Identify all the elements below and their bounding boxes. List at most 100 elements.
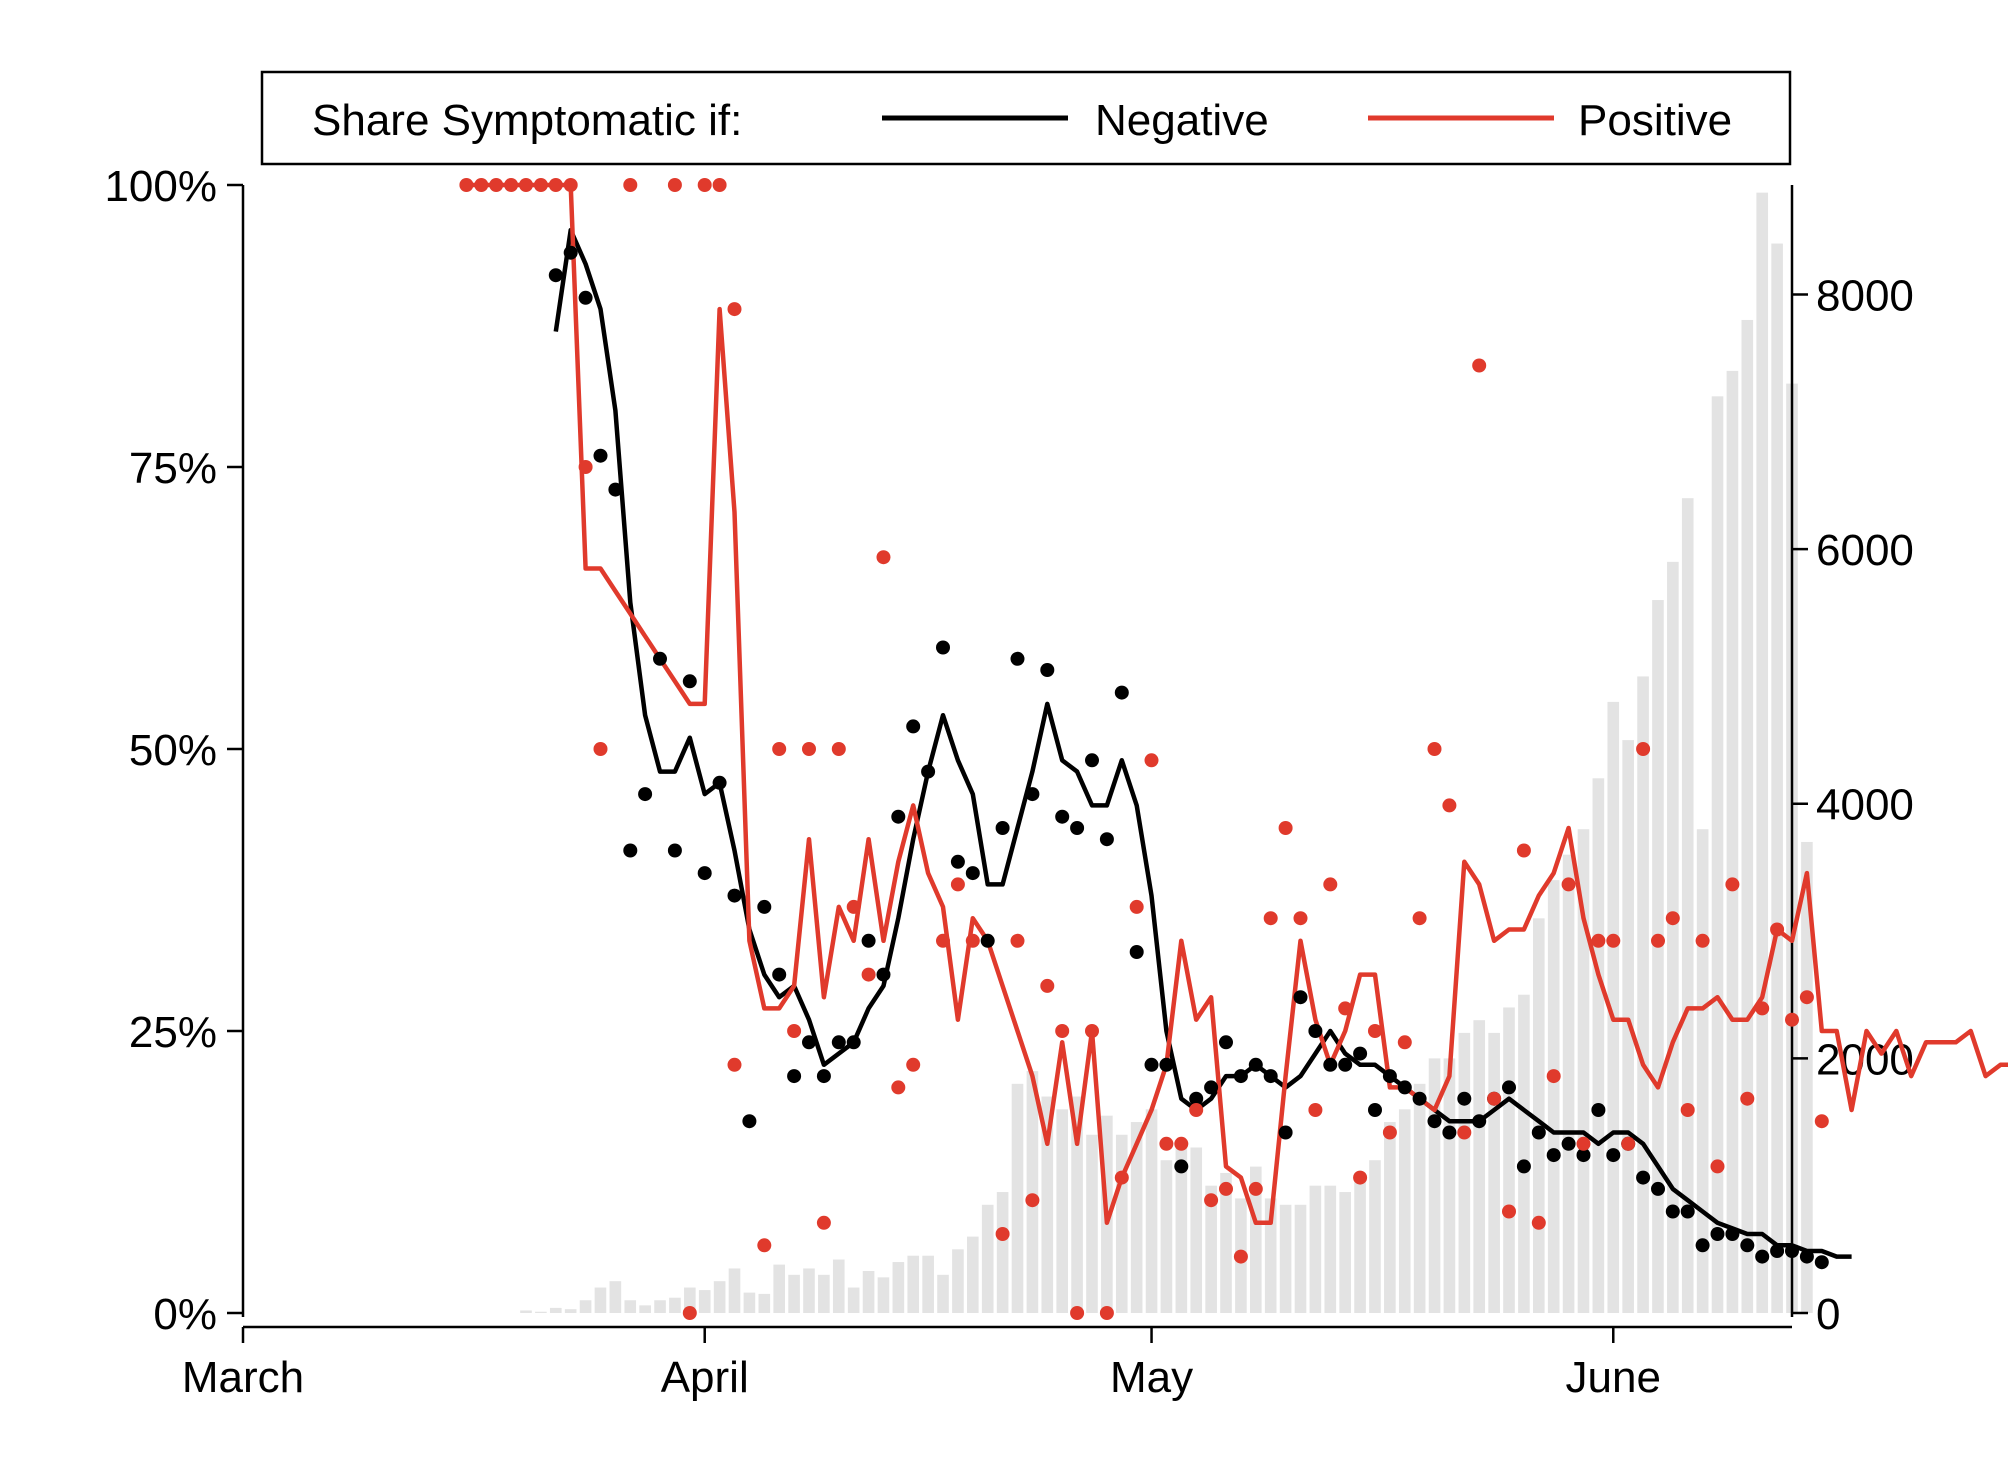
point-negative <box>1353 1046 1368 1061</box>
volume-bar <box>669 1297 681 1313</box>
point-negative <box>846 1035 861 1050</box>
volume-bars <box>520 192 1813 1314</box>
point-positive <box>1085 1024 1099 1038</box>
point-positive <box>772 742 787 756</box>
volume-bar <box>1428 1058 1441 1313</box>
volume-bar <box>1681 498 1694 1313</box>
volume-bar <box>520 1310 532 1313</box>
point-negative <box>995 821 1010 835</box>
y-left-tick-label: 75% <box>129 444 217 493</box>
volume-bar <box>1398 1109 1411 1313</box>
point-positive <box>1680 1103 1695 1117</box>
point-negative <box>1293 990 1308 1005</box>
volume-bar <box>1592 778 1605 1313</box>
x-tick-label: March <box>182 1353 304 1402</box>
point-negative <box>1680 1204 1695 1219</box>
volume-bar <box>967 1236 979 1313</box>
volume-bar <box>609 1281 622 1313</box>
point-negative <box>787 1069 802 1084</box>
volume-bar <box>1175 1147 1188 1313</box>
point-positive <box>861 967 876 982</box>
volume-bar <box>743 1292 756 1313</box>
point-positive <box>667 178 682 192</box>
point-positive <box>593 742 608 756</box>
volume-bar <box>639 1305 651 1313</box>
point-negative <box>742 1114 757 1129</box>
point-negative <box>861 933 876 948</box>
point-positive <box>519 178 533 192</box>
point-positive <box>1457 1125 1472 1140</box>
point-negative <box>578 290 593 305</box>
y-left-tick-label: 100% <box>104 162 217 211</box>
y-left-tick-label: 50% <box>129 726 217 775</box>
point-positive <box>1725 877 1740 892</box>
point-negative <box>965 866 980 881</box>
point-positive <box>1561 877 1576 892</box>
point-negative <box>1114 685 1129 700</box>
point-positive <box>995 1227 1010 1241</box>
volume-bar <box>1220 1172 1232 1313</box>
point-negative <box>1055 809 1070 824</box>
point-positive <box>1353 1170 1368 1185</box>
point-positive <box>1189 1103 1204 1117</box>
point-negative <box>1502 1080 1516 1095</box>
volume-bar <box>1145 1109 1158 1313</box>
volume-bar <box>1741 319 1754 1313</box>
point-positive <box>1278 821 1293 835</box>
point-positive <box>727 302 742 317</box>
volume-bar <box>1577 829 1590 1313</box>
volume-bar <box>981 1204 994 1313</box>
volume-bar <box>773 1264 785 1313</box>
y-left-tick-label: 0% <box>153 1290 217 1339</box>
point-negative <box>1040 663 1055 677</box>
point-negative <box>816 1069 831 1084</box>
point-negative <box>712 775 727 790</box>
point-positive <box>533 178 548 192</box>
point-positive <box>489 178 504 192</box>
point-positive <box>1010 933 1025 948</box>
point-negative <box>1129 945 1144 959</box>
point-negative <box>1695 1238 1710 1253</box>
legend-title: Share Symptomatic if: <box>312 96 742 145</box>
volume-bar <box>1130 1122 1143 1313</box>
point-negative <box>1099 832 1114 847</box>
volume-bar <box>1637 676 1649 1313</box>
point-negative <box>1472 1114 1487 1129</box>
point-negative <box>1323 1057 1338 1072</box>
point-positive <box>1382 1125 1397 1140</box>
volume-bar <box>1771 243 1783 1313</box>
point-positive <box>727 1057 742 1072</box>
volume-bar <box>1711 396 1724 1314</box>
legend-label-negative: Negative <box>1095 96 1269 145</box>
series-dots <box>459 178 1829 1320</box>
point-positive <box>1755 1001 1770 1016</box>
point-negative <box>1814 1255 1829 1270</box>
point-negative <box>1189 1091 1204 1106</box>
point-negative <box>1263 1069 1278 1084</box>
point-negative <box>1070 821 1085 835</box>
point-positive <box>623 178 638 192</box>
volume-bar <box>1503 1007 1515 1313</box>
point-negative <box>1308 1024 1323 1038</box>
point-negative <box>1576 1148 1591 1163</box>
volume-bar <box>1160 1160 1173 1313</box>
point-negative <box>1368 1103 1382 1117</box>
volume-bar <box>1354 1172 1366 1313</box>
point-positive <box>1308 1103 1323 1117</box>
point-positive <box>548 178 563 192</box>
volume-bar <box>654 1300 666 1313</box>
volume-bar <box>1547 880 1560 1313</box>
point-positive <box>1710 1159 1725 1174</box>
volume-bar <box>1115 1134 1128 1313</box>
volume-bar <box>922 1255 934 1313</box>
point-positive <box>757 1238 772 1253</box>
point-negative <box>1278 1125 1293 1140</box>
point-negative <box>638 787 653 802</box>
point-positive <box>1591 933 1606 948</box>
volume-bar <box>1324 1185 1337 1313</box>
volume-bar <box>1086 1134 1098 1313</box>
point-positive <box>1233 1249 1248 1264</box>
point-negative <box>1010 651 1025 666</box>
point-negative <box>1636 1170 1651 1185</box>
